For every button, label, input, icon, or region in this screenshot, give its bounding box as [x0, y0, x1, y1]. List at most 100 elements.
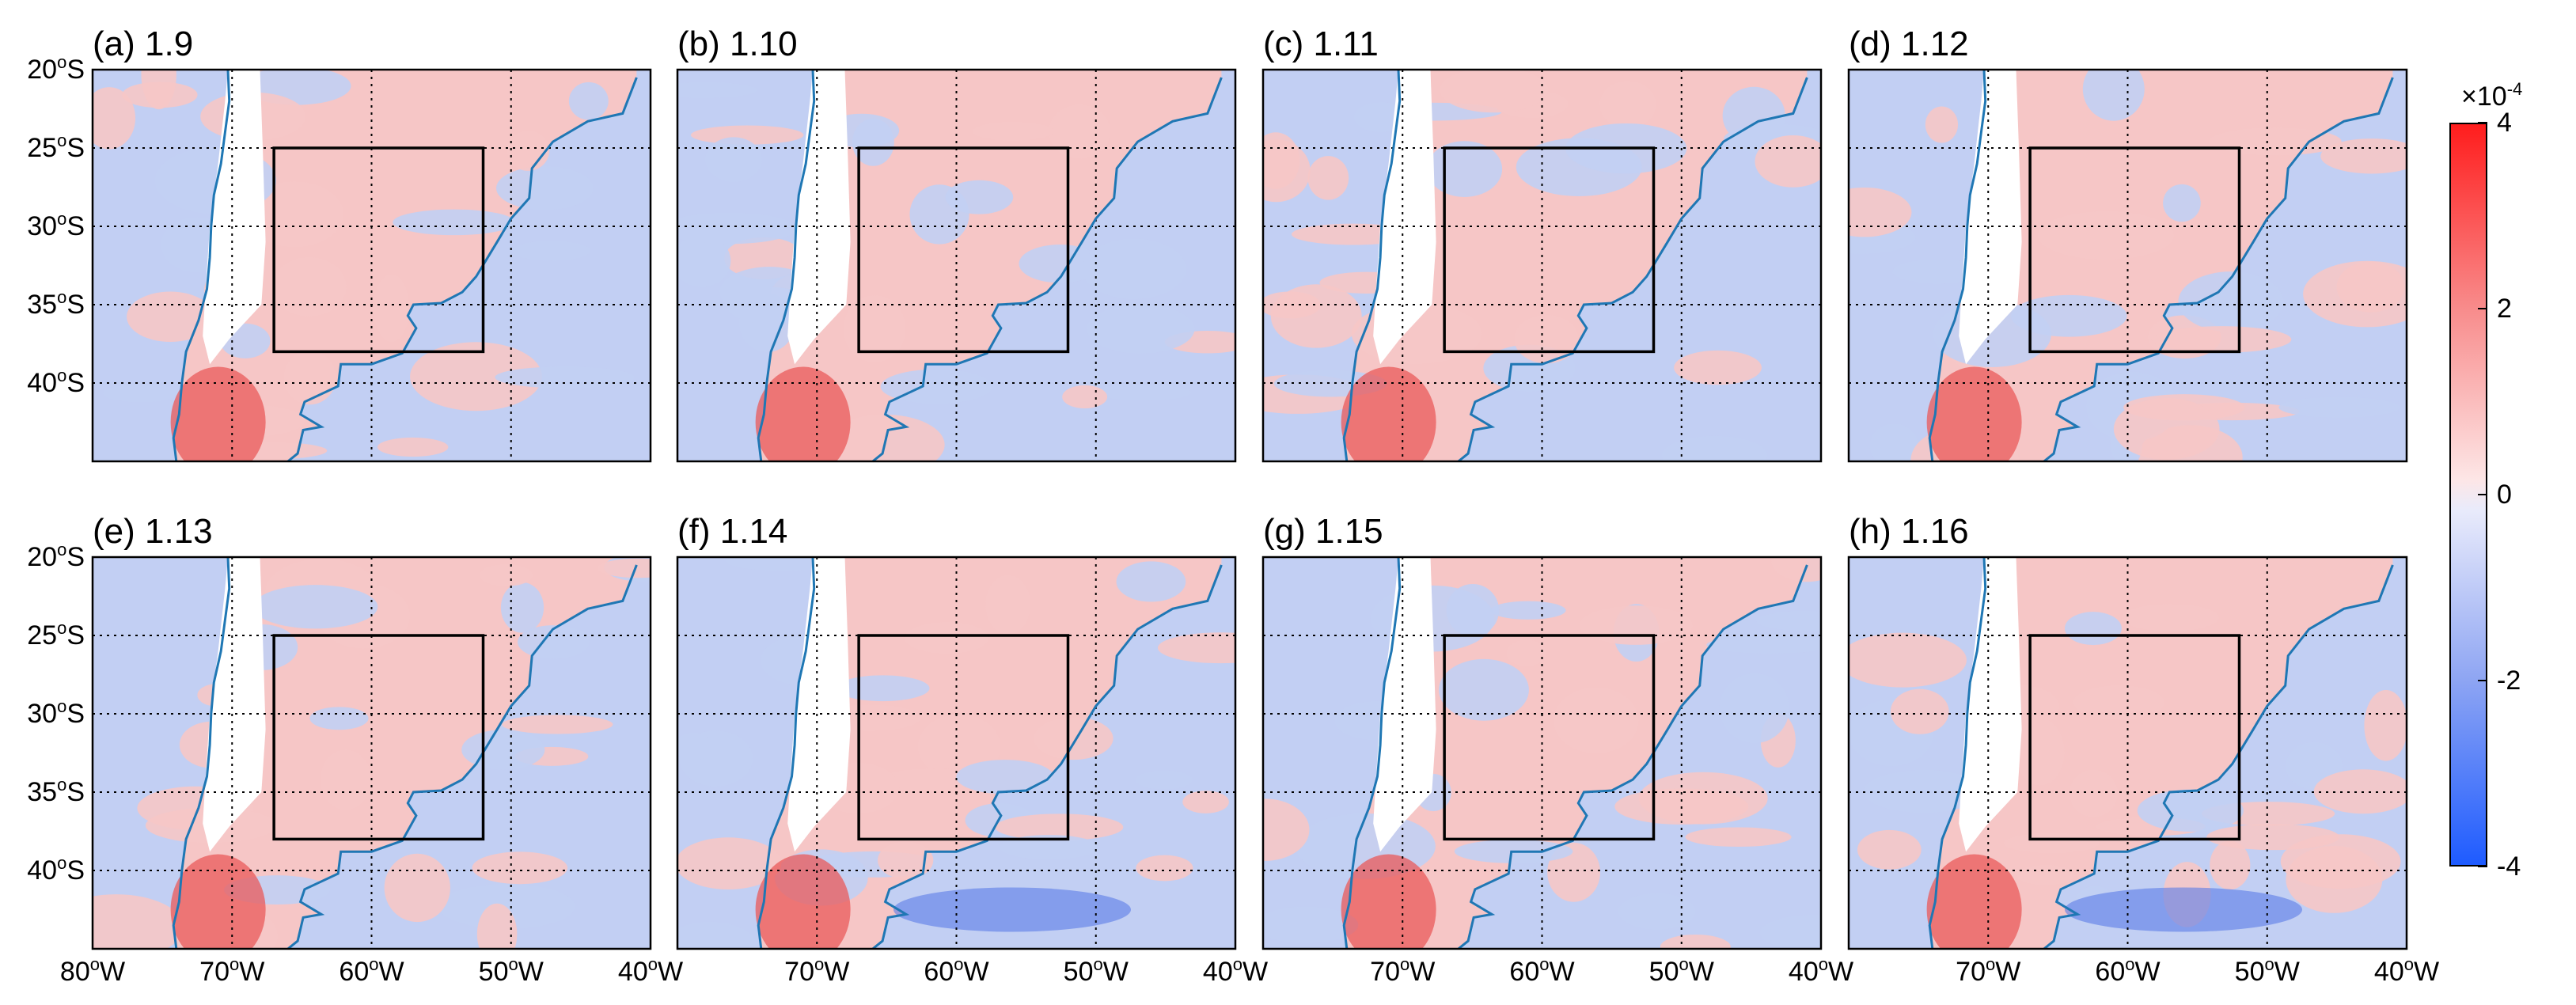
lat-tick-label: 20oS — [27, 540, 85, 572]
strong-positive-core — [1926, 854, 2022, 949]
panel-frame — [676, 556, 1237, 950]
positive-patch — [384, 853, 450, 923]
negative-patch — [1019, 245, 1102, 283]
study-region-box — [272, 146, 485, 354]
negative-patch — [1618, 893, 1696, 930]
positive-patch — [1062, 385, 1108, 409]
positive-patch — [1440, 70, 1549, 113]
anomaly-field — [1849, 70, 2407, 461]
coastline-west — [1342, 69, 1402, 462]
positive-patch — [2313, 769, 2407, 814]
negative-patch — [252, 585, 378, 629]
positive-patch — [1506, 639, 1547, 667]
positive-patch — [271, 256, 347, 317]
negative-patch — [1446, 584, 1500, 637]
study-region-box — [2028, 634, 2241, 841]
panel-title: (d) 1.12 — [1849, 25, 1969, 63]
negative-patch — [1439, 658, 1529, 721]
panel-title: (a) 1.9 — [93, 25, 194, 63]
lat-tick-label: 40oS — [27, 366, 85, 398]
positive-patch — [245, 181, 344, 248]
positive-patch — [506, 130, 550, 171]
lon-tick-label: 70oW — [199, 954, 265, 987]
panel-title: (f) 1.14 — [677, 512, 788, 551]
lon-tick-label: 60oW — [2095, 954, 2161, 987]
negative-patch — [835, 675, 930, 702]
positive-patch — [1857, 829, 1922, 870]
positive-patch — [904, 621, 989, 654]
andes-mask — [1373, 70, 1436, 365]
map-panel-1 — [91, 68, 652, 463]
negative-patch — [461, 730, 545, 770]
strong-positive-core — [755, 854, 851, 949]
positive-patch — [2003, 832, 2100, 854]
colorbar-tick-mark — [2478, 494, 2487, 495]
negative-patch — [2163, 184, 2201, 222]
andes-mask — [203, 557, 266, 852]
positive-patch — [1307, 156, 1349, 200]
colorbar-tick-mark — [2478, 866, 2487, 867]
lat-tick-label: 30oS — [27, 696, 85, 729]
lon-tick-label: 80oW — [59, 954, 126, 987]
lon-tick-label: 70oW — [1370, 954, 1436, 987]
lat-tick-label: 30oS — [27, 209, 85, 241]
study-region-box — [857, 634, 1070, 841]
colorbar-tick-mark — [2478, 122, 2487, 123]
negative-patch — [1116, 561, 1186, 602]
negative-patch — [2082, 70, 2145, 121]
anomaly-field — [677, 557, 1235, 949]
positive-patch — [2073, 685, 2165, 720]
lat-tick-label: 40oS — [27, 853, 85, 886]
lat-tick-label: 25oS — [27, 131, 85, 163]
positive-patch — [1270, 284, 1362, 348]
positive-patch — [1849, 632, 1967, 688]
lon-tick-label: 50oW — [1063, 954, 1129, 987]
positive-patch — [878, 841, 934, 879]
coastline-west — [1928, 556, 1987, 950]
positive-patch — [2303, 260, 2407, 328]
negative-patch — [2064, 612, 2122, 646]
negative-patch — [677, 732, 712, 761]
map-panel-3 — [1261, 68, 1823, 463]
negative-patch — [1490, 601, 1566, 620]
positive-patch — [283, 350, 336, 405]
map-panel-5 — [91, 556, 652, 950]
positive-patch — [2016, 864, 2075, 886]
coastline-west — [757, 69, 816, 462]
colorbar-tick-label: -2 — [2497, 666, 2521, 696]
lon-tick-label: 70oW — [784, 954, 850, 987]
anomaly-field — [93, 557, 651, 949]
positive-patch — [2037, 210, 2175, 260]
negative-patch — [1706, 636, 1821, 654]
strong-positive-core — [755, 366, 851, 461]
strong-positive-core — [1926, 366, 2022, 461]
coastline-east — [1457, 564, 1808, 950]
negative-patch — [999, 835, 1099, 860]
negative-patch — [393, 209, 516, 236]
study-region-box — [2028, 146, 2241, 354]
coastline-east — [286, 564, 638, 950]
andes-mask — [1959, 70, 2022, 365]
positive-patch — [2121, 603, 2220, 631]
coastline-west — [757, 556, 816, 950]
anomaly-field — [1263, 70, 1821, 461]
andes-mask — [203, 70, 266, 365]
positive-patch — [410, 342, 542, 411]
negative-patch — [1863, 770, 1984, 813]
positive-patch — [2113, 398, 2220, 460]
panel-frame — [1261, 556, 1823, 950]
study-region-box — [272, 634, 485, 841]
lon-tick-label: 60oW — [924, 954, 989, 987]
lon-tick-label: 60oW — [1509, 954, 1575, 987]
positive-patch — [597, 558, 651, 578]
colorbar-tick-label: 0 — [2497, 480, 2512, 510]
negative-patch — [1087, 304, 1195, 354]
andes-mask — [787, 557, 851, 852]
negative-patch — [1719, 673, 1789, 744]
positive-patch — [2280, 834, 2401, 889]
coastline-west — [172, 69, 231, 462]
negative-patch — [495, 366, 635, 389]
map-panel-7 — [1261, 556, 1823, 950]
positive-patch — [1157, 632, 1235, 664]
